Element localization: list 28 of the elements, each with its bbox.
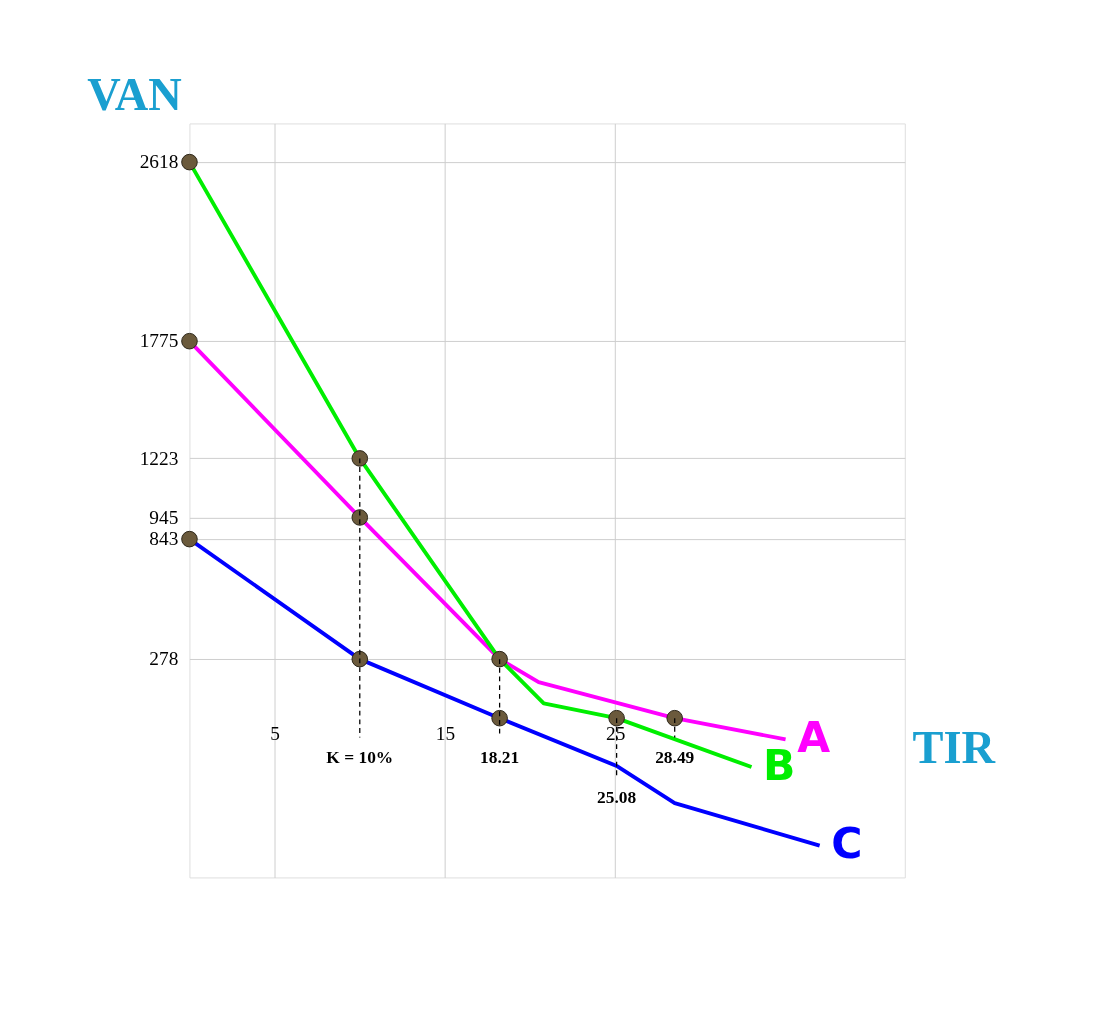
y-axis-title: VAN [87,68,182,120]
point [351,509,369,526]
annotation: 18.21 [480,746,520,767]
y-tick-label: 1775 [139,330,179,352]
point [181,153,198,171]
y-tick-label: 1223 [139,447,179,469]
y-tick-label: 2618 [139,151,179,173]
series-label: B [763,740,796,790]
point [351,450,369,467]
x-tick-label: 25 [606,722,626,744]
annotation: 28.49 [655,746,695,767]
point [666,709,683,727]
annotation: K = 10% [326,746,394,767]
y-tick-label: 843 [149,528,179,550]
series-label: C [831,819,863,869]
annotation: 25.08 [597,787,637,808]
x-tick-label: 15 [435,722,456,744]
y-tick-label: 278 [149,648,179,670]
y-tick-label: 945 [149,506,179,528]
x-axis-title: TIR [912,721,996,773]
point [351,650,369,668]
series-label: A [797,712,831,762]
point [491,650,508,668]
point [181,530,198,548]
point [608,709,625,727]
point [491,709,508,727]
x-tick-label: 5 [270,722,280,744]
point [181,332,198,350]
